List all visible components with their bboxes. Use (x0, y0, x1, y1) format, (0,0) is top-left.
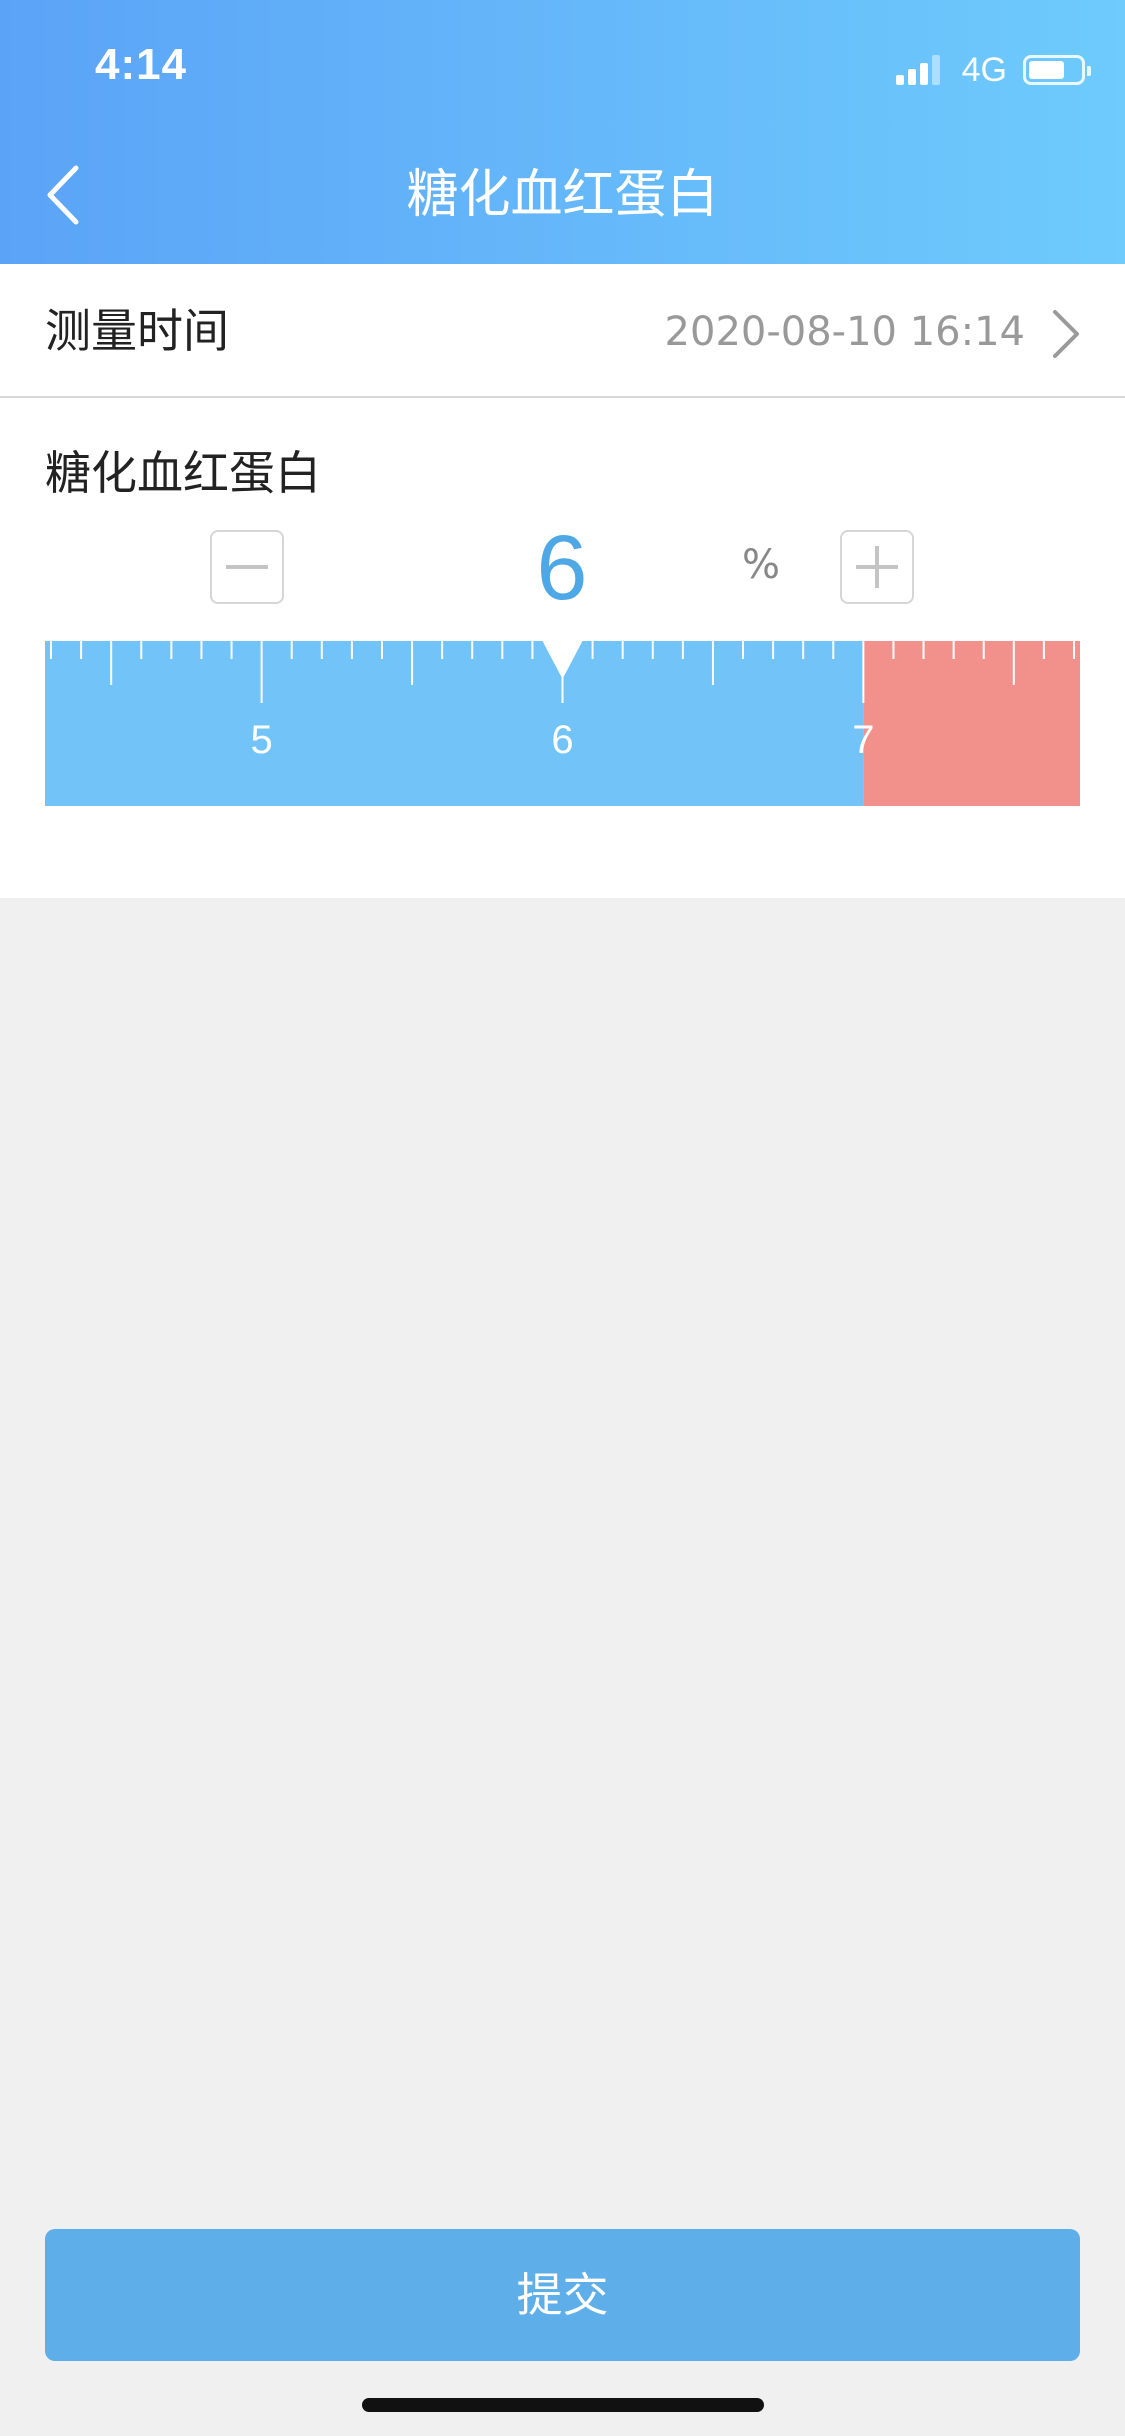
back-button[interactable] (40, 160, 100, 230)
ruler-pointer (542, 641, 583, 679)
network-type: 4G (961, 50, 1007, 89)
ruler-ticks (50, 641, 1075, 703)
measurement-card: 糖化血红蛋白 6 % 5 6 7 (0, 398, 1125, 898)
measurement-unit: % (742, 542, 781, 588)
signal-icon (895, 55, 944, 85)
measure-time-label: 测量时间 (45, 304, 229, 358)
plus-icon (856, 546, 898, 588)
measure-time-row[interactable]: 测量时间 2020-08-10 16:14 (0, 264, 1125, 398)
ruler-tick-label: 7 (852, 718, 874, 762)
measurement-label: 糖化血红蛋白 (45, 446, 321, 500)
ruler-tick-label: 5 (251, 718, 273, 762)
battery-icon (1023, 55, 1091, 85)
chevron-left-icon (47, 165, 79, 225)
status-indicators: 4G (895, 50, 1091, 90)
submit-button[interactable]: 提交 (45, 2229, 1080, 2361)
measure-time-value: 2020-08-10 16:14 (664, 309, 1025, 355)
value-ruler-slider[interactable]: 5 6 7 (45, 641, 1080, 806)
app-header: 4:14 4G 糖化血红蛋白 (0, 0, 1125, 264)
chevron-right-icon (1053, 310, 1079, 358)
measurement-value: 6 (536, 517, 588, 619)
ruler-labels: 5 6 7 (251, 718, 875, 762)
page-title: 糖化血红蛋白 (406, 165, 719, 225)
status-time: 4:14 (95, 40, 188, 89)
minus-icon (226, 565, 268, 569)
ruler-tick-label: 6 (551, 718, 573, 762)
increase-button[interactable] (840, 530, 914, 604)
ruler-high-range (863, 641, 1080, 806)
decrease-button[interactable] (210, 530, 284, 604)
home-indicator (362, 2398, 764, 2412)
ruler-normal-range (45, 641, 864, 806)
